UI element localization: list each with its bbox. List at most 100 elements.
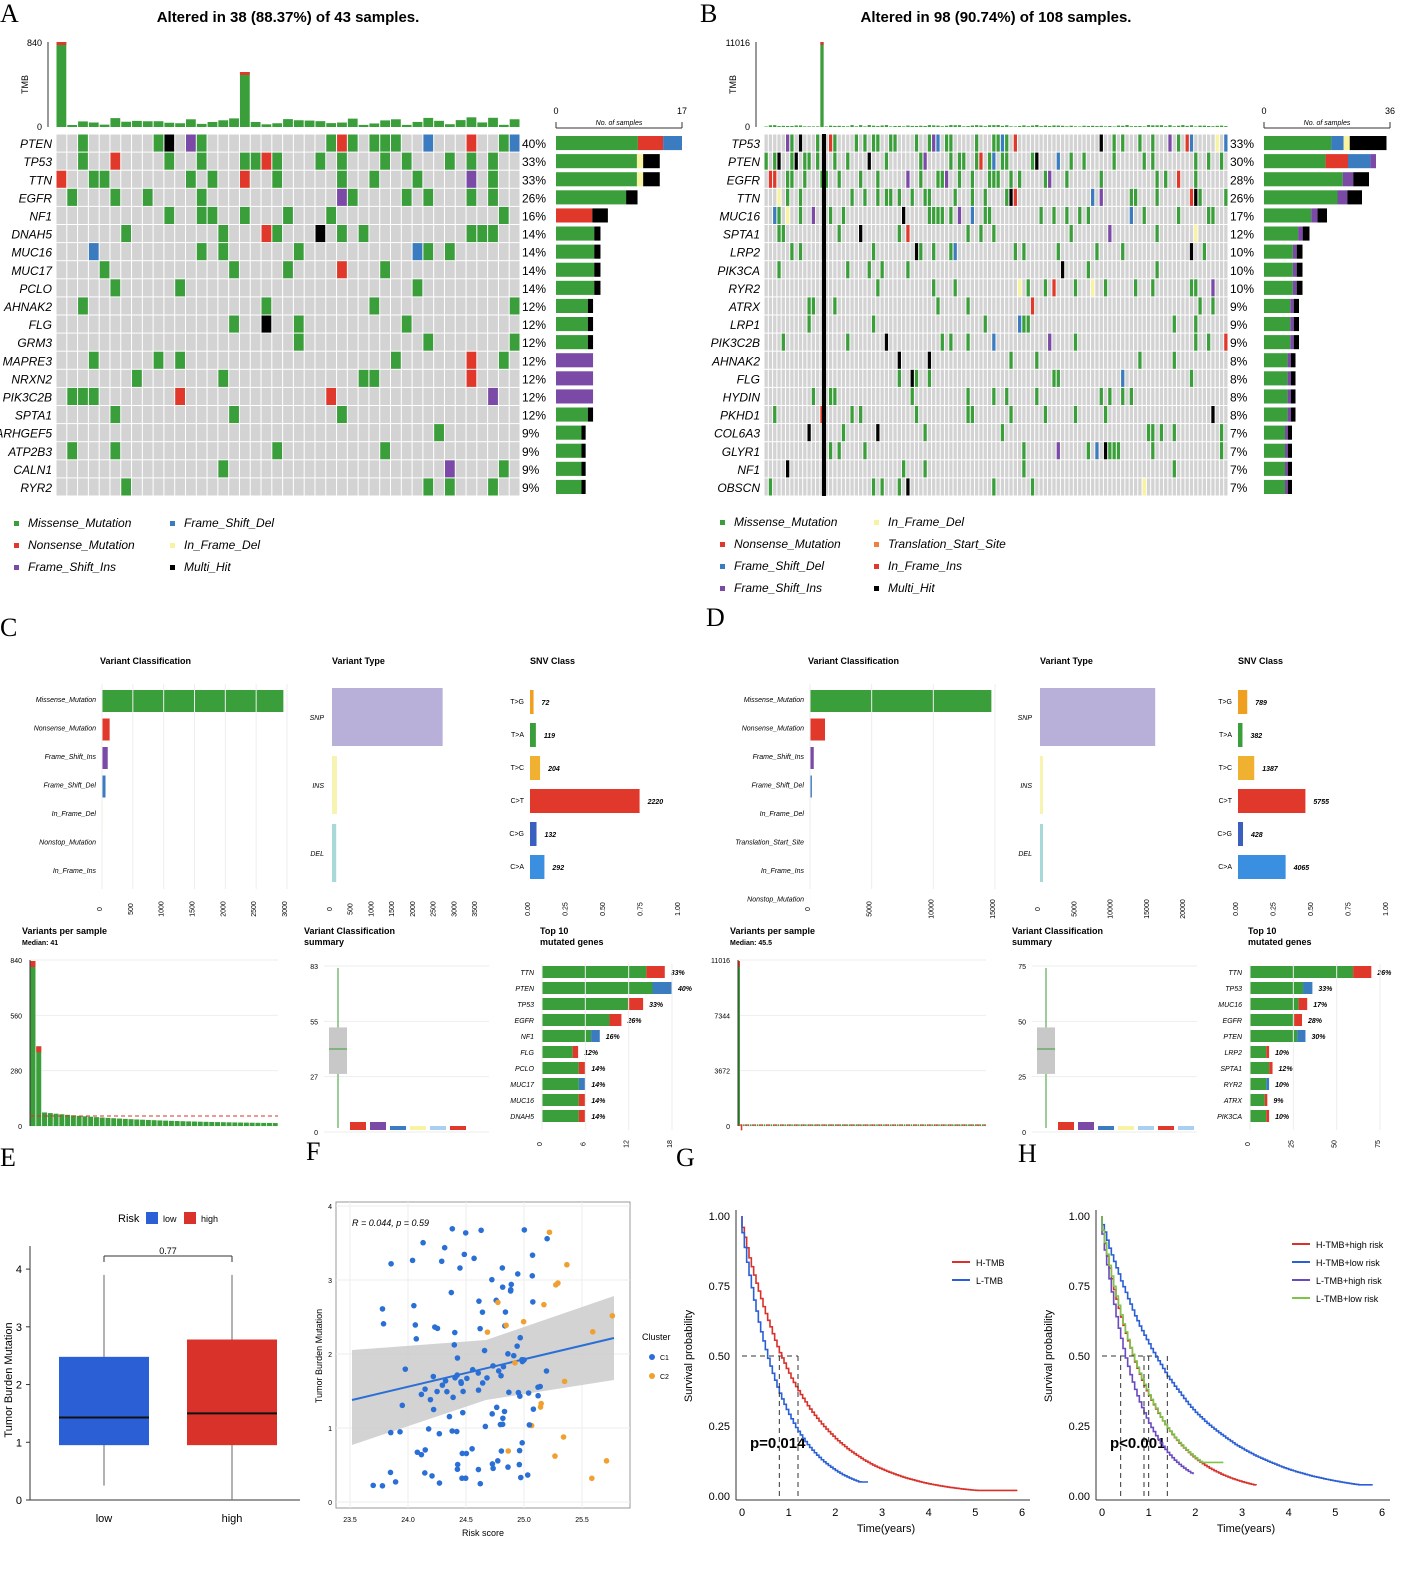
panel-b-cell xyxy=(1099,261,1103,279)
panel-b-cell xyxy=(1103,279,1108,297)
panel-b-count-bar xyxy=(1287,479,1292,494)
panel-b-cell xyxy=(1211,442,1215,460)
panel-c-top-label-8: 14% xyxy=(591,1098,606,1105)
panel-b-tmb-bar xyxy=(1078,126,1082,127)
panel-b-pct-pik3ca: 10% xyxy=(1230,264,1254,278)
panel-b-cell xyxy=(919,351,923,369)
panel-a-cell xyxy=(488,297,498,315)
panel-b-count-bar xyxy=(1296,244,1303,259)
panel-a-cell xyxy=(283,134,293,152)
panel-c-vc-tick-0: 0 xyxy=(97,907,104,911)
panel-h-curve-3 xyxy=(1101,1216,1224,1464)
panel-b-cell xyxy=(1155,406,1159,424)
panel-d-vps-bar xyxy=(869,1124,871,1126)
panel-b-cell xyxy=(1065,406,1069,424)
panel-a-cell xyxy=(250,297,261,315)
panel-b-cell xyxy=(1159,297,1164,315)
panel-a-cell xyxy=(498,134,509,152)
panel-b-cell xyxy=(901,206,906,224)
panel-b-cell xyxy=(816,261,820,279)
panel-d-top-tick-2: 50 xyxy=(1332,1140,1339,1148)
panel-a-count-bar xyxy=(594,262,601,277)
panel-b-cell xyxy=(841,243,846,261)
panel-b-cell xyxy=(1030,243,1035,261)
panel-b-cell xyxy=(1005,279,1009,297)
panel-b-cell xyxy=(1060,351,1065,369)
panel-d-vc-title: Variant Classification xyxy=(808,656,899,666)
panel-b-cell xyxy=(1125,170,1129,188)
panel-d-vps-bar xyxy=(958,1124,961,1126)
panel-a-cell xyxy=(315,369,326,387)
panel-b-cell xyxy=(1022,442,1026,460)
panel-b-cell xyxy=(1215,188,1219,206)
panel-b-cell xyxy=(803,206,807,224)
panel-c-vcs-tick-1: 55 xyxy=(310,1019,318,1026)
panel-b-cell xyxy=(803,351,807,369)
panel-b-cell xyxy=(1078,369,1082,387)
panel-a-cell xyxy=(56,225,67,243)
panel-a-cell xyxy=(229,261,239,279)
panel-b-cell xyxy=(777,152,781,170)
panel-b-cell xyxy=(1112,243,1116,261)
panel-b-cell xyxy=(768,333,773,351)
panel-b-cell xyxy=(794,261,798,279)
panel-c-snv-tick-1: 0.25 xyxy=(563,902,570,916)
panel-d-vps-title: Variants per sample xyxy=(730,926,815,936)
panel-c-vt-bar-1 xyxy=(332,756,337,814)
panel-b-cell xyxy=(906,279,910,297)
panel-b-cell xyxy=(1172,369,1176,387)
panel-f-point-c1 xyxy=(434,1325,441,1332)
panel-a-cell xyxy=(509,297,520,315)
panel-b-cell xyxy=(850,315,854,333)
panel-b-cell xyxy=(1000,424,1005,442)
panel-b-cell xyxy=(979,460,983,478)
panel-b-cell xyxy=(1155,243,1159,261)
panel-c-vps-tick-3: 0 xyxy=(18,1124,22,1131)
panel-b-cell xyxy=(1073,170,1078,188)
panel-f-point-c2 xyxy=(560,1434,567,1440)
panel-b-cell xyxy=(914,261,919,279)
panel-b-cell xyxy=(966,333,970,351)
panel-b-cell xyxy=(1219,243,1224,261)
panel-b-cell xyxy=(1202,206,1207,224)
panel-d-vps-bar xyxy=(862,1124,864,1126)
panel-b-cell xyxy=(798,406,803,424)
panel-f-point-c1 xyxy=(430,1373,437,1380)
panel-a-cell xyxy=(142,206,153,224)
panel-b-cell xyxy=(816,369,820,387)
panel-b-cell xyxy=(1224,279,1228,297)
panel-b-cell xyxy=(1052,279,1056,297)
panel-b-cell xyxy=(1194,406,1198,424)
panel-b-cell xyxy=(863,243,867,261)
panel-a-cell xyxy=(261,297,272,315)
panel-b-cell xyxy=(1073,152,1078,170)
panel-b-cell xyxy=(1138,170,1142,188)
panel-b-cell xyxy=(1168,279,1172,297)
panel-b-cell xyxy=(1103,170,1108,188)
panel-d-vps-bar xyxy=(945,1124,947,1126)
panel-b-cell xyxy=(854,152,859,170)
panel-b-cell xyxy=(987,315,992,333)
panel-b-cell xyxy=(807,369,811,387)
panel-a-count-bar xyxy=(581,461,586,476)
panel-c-snv-tick-4: 1.00 xyxy=(675,902,682,916)
panel-b-count-bar xyxy=(1292,280,1297,295)
panel-a-cell xyxy=(175,460,185,478)
panel-d-snv-label-2: 1387 xyxy=(1262,766,1279,773)
panel-b-cell xyxy=(1129,369,1133,387)
panel-a-cell xyxy=(261,460,272,478)
panel-b-cell xyxy=(1005,134,1009,152)
panel-b-cell xyxy=(773,442,777,460)
panel-b-cell xyxy=(1138,152,1142,170)
panel-b-cell xyxy=(794,315,798,333)
panel-b-cell xyxy=(889,188,893,206)
panel-a-cell xyxy=(401,152,412,170)
panel-b-cell xyxy=(1095,134,1099,152)
panel-a-cell xyxy=(326,243,337,261)
panel-b-cell xyxy=(1030,424,1035,442)
panel-a-cell xyxy=(132,460,142,478)
panel-c-vps-bar xyxy=(151,1120,157,1126)
panel-b-cell xyxy=(1026,279,1030,297)
panel-b-cell xyxy=(1056,297,1060,315)
panel-a-cell xyxy=(412,424,423,442)
